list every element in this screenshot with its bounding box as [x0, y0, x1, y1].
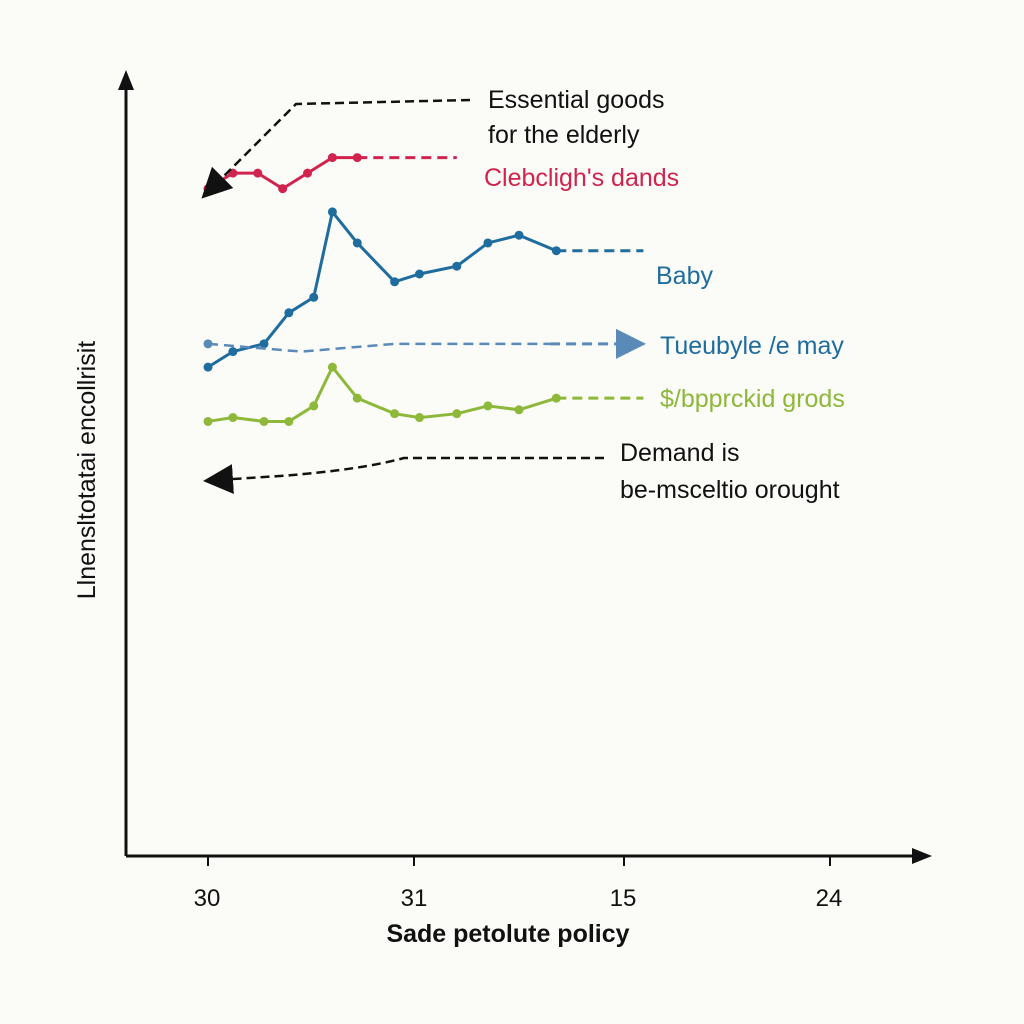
data-point	[514, 405, 524, 415]
data-point	[284, 416, 294, 426]
data-point	[309, 292, 319, 302]
data-point	[253, 168, 263, 178]
series-line	[207, 342, 551, 353]
data-point	[390, 409, 400, 419]
series-clebcligh-s-dands	[203, 153, 457, 194]
series-line	[207, 364, 557, 423]
series-bpprckid-grods	[203, 362, 644, 426]
data-point	[303, 168, 313, 178]
data-point	[203, 362, 213, 372]
data-point	[352, 238, 362, 248]
data-point	[414, 269, 424, 279]
data-point	[414, 413, 424, 423]
data-point	[452, 409, 462, 419]
data-point	[352, 393, 362, 403]
x-tick-label: 15	[610, 885, 637, 912]
series-tueubyle-e-may	[203, 328, 646, 359]
data-point	[278, 184, 288, 194]
annotation-arrow-essential	[201, 98, 471, 199]
data-point	[483, 401, 493, 411]
annotation-essential-line1: Essential goods	[488, 86, 665, 114]
series-label-tueubyle: Tueubyle /e may	[660, 332, 844, 360]
data-point	[390, 277, 400, 287]
annotation-essential-line2: for the elderly	[488, 121, 640, 149]
data-point	[551, 246, 561, 256]
annotation-arrow-demand	[203, 456, 604, 495]
x-tick-label: 24	[816, 885, 843, 912]
data-point	[203, 416, 213, 426]
series-label-clebcligh: Clebcligh's dands	[484, 164, 679, 192]
series-baby	[203, 207, 644, 372]
data-point	[551, 393, 561, 403]
x-tick-label: 31	[401, 885, 428, 912]
data-point	[228, 413, 238, 423]
data-point	[514, 230, 524, 240]
series-label-baby: Baby	[656, 262, 713, 290]
data-point	[452, 261, 462, 271]
data-point	[352, 153, 362, 163]
data-point	[327, 153, 337, 163]
data-point	[327, 362, 337, 372]
data-point	[203, 339, 213, 349]
annotation-demand-line1: Demand is	[620, 439, 740, 467]
data-point	[284, 308, 294, 318]
y-axis-arrow-icon	[118, 70, 134, 90]
data-point	[259, 416, 269, 426]
data-point	[309, 401, 319, 411]
x-axis-arrow-icon	[912, 848, 932, 864]
x-tick-label: 30	[194, 885, 221, 912]
data-point	[327, 207, 337, 217]
annotation-demand-line2: be-msceltio orought	[620, 476, 840, 504]
data-point	[259, 339, 269, 349]
data-point	[228, 347, 238, 357]
x-axis-title: Sade petolute policy	[386, 920, 629, 948]
data-point	[203, 184, 213, 194]
y-axis-title: Llnensltotatai encollrisit	[73, 341, 101, 600]
series-label-bpprckid: $/bpprckid grods	[660, 385, 845, 413]
data-point	[483, 238, 493, 248]
